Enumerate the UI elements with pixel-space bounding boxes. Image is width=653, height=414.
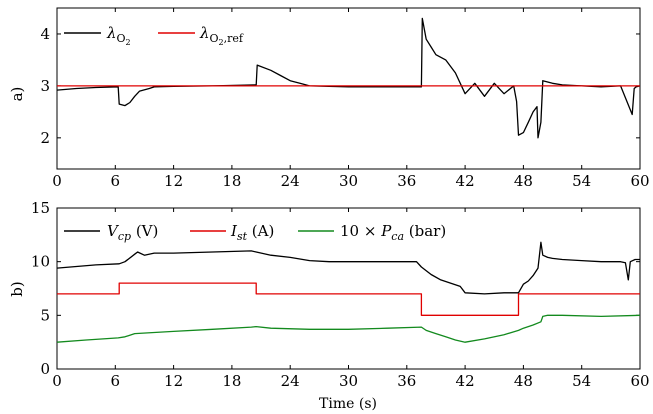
panel-a-xtick-label-0: 0 bbox=[52, 172, 62, 190]
panel-b-legend: Vcp (V) Ist (A) 10 × Pca (bar) bbox=[64, 222, 446, 243]
panel-b-ytick-label-1: 5 bbox=[40, 306, 50, 324]
panel-a-xtick-label-6: 36 bbox=[397, 172, 416, 190]
x-axis-label: Time (s) bbox=[319, 396, 377, 412]
panel-b-xtick-label-10: 60 bbox=[630, 372, 649, 390]
panel-b-ytick-label-0: 0 bbox=[40, 360, 50, 378]
panel-b: b) 0 6 12 18 24 30 36 42 48 54 60 0 5 10 15 Vcp (V) Is… bbox=[8, 199, 650, 412]
panel-b-label: b) bbox=[8, 281, 26, 296]
legend-label-ist: Ist (A) bbox=[230, 222, 274, 243]
legend-label-vcp: Vcp (V) bbox=[107, 222, 158, 243]
panel-b-ytick-label-2: 10 bbox=[31, 253, 50, 271]
panel-b-series-line-1 bbox=[57, 282, 640, 316]
panel-b-xtick-label-0: 0 bbox=[52, 372, 62, 390]
panel-b-xtick-label-5: 30 bbox=[339, 372, 358, 390]
panel-b-series-line-2 bbox=[56, 314, 641, 343]
panel-a-xtick-label-10: 60 bbox=[630, 172, 649, 190]
panel-a-xtick-label-4: 24 bbox=[281, 172, 300, 190]
panel-a-xtick-label-3: 18 bbox=[222, 172, 241, 190]
panel-a-ytick-label-0: 2 bbox=[40, 129, 50, 147]
panel-b-xtick-label-3: 18 bbox=[222, 372, 241, 390]
panel-b-ticks: 0 6 12 18 24 30 36 42 48 54 60 0 5 10 15 bbox=[31, 199, 650, 390]
panel-b-xtick-label-4: 24 bbox=[281, 372, 300, 390]
panel-b-series-line-0 bbox=[56, 241, 640, 295]
panel-b-xtick-label-2: 12 bbox=[164, 372, 183, 390]
panel-b-xtick-label-8: 48 bbox=[514, 372, 533, 390]
panel-a-xtick-label-5: 30 bbox=[339, 172, 358, 190]
panel-b-xtick-label-1: 6 bbox=[111, 372, 121, 390]
panel-a-ticks: 0 6 12 18 24 30 36 42 48 54 60 2 3 4 bbox=[40, 8, 650, 190]
panel-a-series bbox=[56, 17, 641, 139]
panel-a: a) 0 6 12 18 24 30 36 42 48 54 60 2 3 4 λO2 λO2,ref bbox=[8, 7, 650, 190]
panel-a-ytick-label-1: 3 bbox=[40, 77, 50, 95]
panel-b-xtick-label-6: 36 bbox=[397, 372, 416, 390]
legend-label-lambda: λO2 bbox=[106, 24, 131, 47]
panel-a-xtick-label-9: 54 bbox=[572, 172, 591, 190]
panel-b-xtick-label-7: 42 bbox=[456, 372, 475, 390]
panel-b-xtick-label-9: 54 bbox=[572, 372, 591, 390]
panel-a-label: a) bbox=[8, 87, 26, 102]
panel-a-axes-frame bbox=[56, 7, 641, 170]
panel-b-ytick-label-3: 15 bbox=[31, 199, 50, 217]
panel-a-xtick-label-7: 42 bbox=[456, 172, 475, 190]
legend-label-lambda-ref: λO2,ref bbox=[199, 24, 244, 47]
panel-a-ytick-label-2: 4 bbox=[40, 25, 50, 43]
panel-a-xtick-label-1: 6 bbox=[111, 172, 121, 190]
panel-a-xtick-label-2: 12 bbox=[164, 172, 183, 190]
legend-label-pca: 10 × Pca (bar) bbox=[340, 222, 446, 243]
panel-a-series-line-0 bbox=[56, 17, 641, 139]
panel-a-xtick-label-8: 48 bbox=[514, 172, 533, 190]
panel-b-series bbox=[56, 241, 641, 343]
panel-a-legend: λO2 λO2,ref bbox=[64, 24, 244, 47]
